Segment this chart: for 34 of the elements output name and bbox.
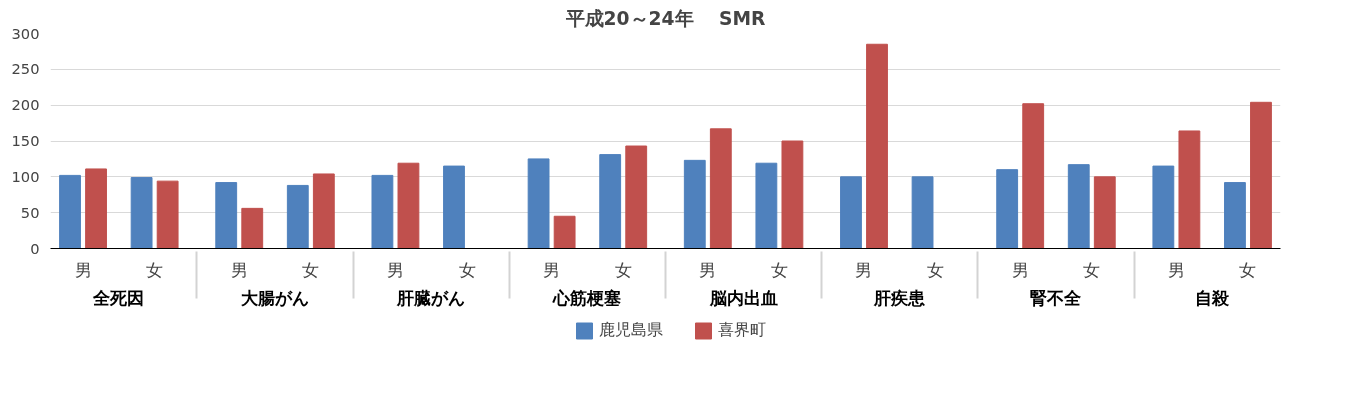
y-tick-label: 300	[11, 24, 40, 42]
y-tick-label: 200	[11, 96, 40, 114]
x-tick-label: 男	[1011, 259, 1029, 280]
y-tick-label: 100	[11, 167, 40, 185]
x-tick-label: 女	[146, 259, 164, 280]
x-tick-label: 男	[230, 259, 248, 280]
x-tick-label: 男	[386, 259, 404, 280]
text: 肝臓がん	[396, 287, 466, 308]
chart-title: 平成20～24年 SMR	[564, 7, 766, 29]
x-tick-label: 男	[699, 259, 717, 280]
x-tick-label: 男	[1167, 259, 1185, 280]
x-tick-label: 男	[543, 259, 561, 280]
legend-label: 鹿児島県	[599, 319, 663, 341]
y-tick-label: 0	[30, 239, 40, 257]
x-tick-label: 女	[1083, 259, 1101, 280]
x-tick-label: 女	[1239, 259, 1257, 280]
text: 心筋梗塞	[552, 287, 622, 308]
text: 全死因	[92, 287, 145, 308]
text: 自殺	[1195, 287, 1231, 308]
text: 大腸がん	[241, 287, 310, 308]
x-tick-label: 男	[855, 259, 873, 280]
x-tick-label: 女	[927, 259, 945, 280]
x-tick-label: 女	[458, 259, 476, 280]
y-tick-label: 150	[11, 132, 40, 149]
text: 肝疾患	[873, 287, 927, 308]
text: 脳内出血	[708, 287, 778, 308]
x-tick-label: 女	[770, 259, 788, 280]
x-tick-label: 女	[302, 259, 320, 280]
y-tick-label: 50	[20, 203, 40, 221]
text: 腎不全	[1030, 287, 1083, 308]
y-tick-label: 250	[11, 60, 40, 78]
x-tick-label: 男	[74, 259, 92, 280]
x-tick-label: 女	[614, 259, 632, 280]
legend-label: 喜界町	[718, 319, 766, 341]
